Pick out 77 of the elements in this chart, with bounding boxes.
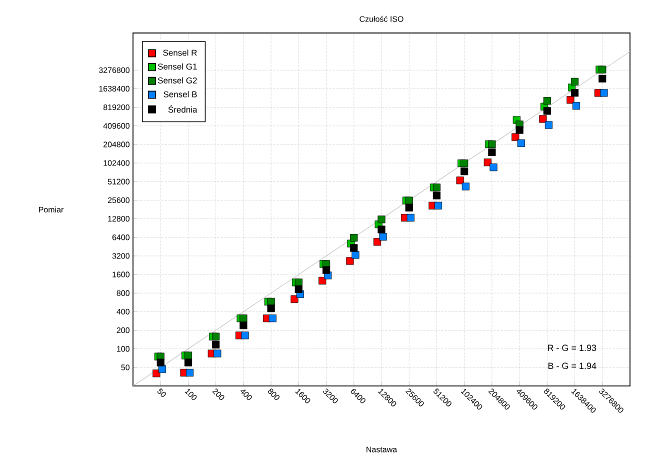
y-tick-label: 200 <box>116 327 130 334</box>
point <box>490 164 498 172</box>
point <box>378 226 386 234</box>
x-axis-title: Nastawa <box>366 446 398 452</box>
point <box>350 244 358 252</box>
y-axis-title: Pomiar <box>38 206 64 212</box>
point <box>488 140 496 148</box>
y-tick-label: 204800 <box>104 142 130 148</box>
point <box>460 159 468 168</box>
point <box>294 285 302 293</box>
y-tick-label: 102400 <box>104 160 130 166</box>
point <box>570 78 579 86</box>
point <box>294 278 302 286</box>
y-tick-label: 51200 <box>108 178 130 184</box>
point <box>543 97 551 105</box>
x-tick-label: 50 <box>157 388 166 397</box>
x-tick-label: 400 <box>240 390 252 400</box>
y-tick-label: 25600 <box>108 197 130 204</box>
point <box>267 298 275 306</box>
point <box>350 234 358 242</box>
point <box>212 340 220 348</box>
point <box>240 314 248 322</box>
x-tick-label: 100 <box>184 388 197 400</box>
point <box>212 332 220 340</box>
point <box>184 358 192 366</box>
legend-label: Sensel R <box>163 50 197 56</box>
y-tick-label: 12800 <box>108 216 130 222</box>
point <box>432 192 441 200</box>
point <box>516 126 524 134</box>
y-tick-label: 3200 <box>112 253 130 259</box>
x-tick-label: 200 <box>212 388 224 400</box>
point <box>241 332 249 340</box>
legend-label: Średnia <box>168 104 198 113</box>
y-tick-label: 100 <box>117 346 130 352</box>
point <box>322 266 330 274</box>
point <box>570 89 579 97</box>
point <box>378 216 386 224</box>
point <box>572 102 580 110</box>
point <box>544 121 553 129</box>
point <box>517 139 525 147</box>
y-tick-label: 6400 <box>112 234 130 240</box>
point <box>462 182 470 190</box>
y-tick-label: 1638400 <box>99 86 130 92</box>
point <box>267 304 275 312</box>
point <box>598 74 606 82</box>
point <box>156 358 164 366</box>
point <box>405 196 413 204</box>
y-tick-label: 400 <box>116 308 130 315</box>
point <box>543 107 551 115</box>
y-tick-label: 800 <box>116 290 130 296</box>
point <box>352 251 360 259</box>
legend-label: Sensel G1 <box>158 63 197 70</box>
y-tick-label: 3276800 <box>98 67 130 73</box>
y-tick-label: 819200 <box>103 104 130 110</box>
point <box>379 233 387 241</box>
y-tick-label: 1600 <box>112 272 130 278</box>
y-tick-label: 50 <box>121 364 130 370</box>
point <box>186 368 194 377</box>
chart-title: Czułość ISO <box>360 16 404 22</box>
annotation: B - G = 1.94 <box>548 362 596 370</box>
y-tick-label: 409600 <box>103 123 130 129</box>
point <box>184 352 192 360</box>
point <box>432 184 441 192</box>
point <box>240 322 248 330</box>
legend-label: Sensel B <box>164 91 197 98</box>
point <box>488 148 496 156</box>
point <box>598 66 606 74</box>
point <box>406 214 414 222</box>
x-tick-label: 800 <box>268 388 280 400</box>
legend-label: Sensel G2 <box>158 77 197 84</box>
annotation: R - G = 1.93 <box>548 344 596 352</box>
point <box>214 350 222 358</box>
point <box>268 314 276 322</box>
point <box>600 89 608 97</box>
point <box>405 204 413 212</box>
point <box>434 202 442 210</box>
point <box>460 168 468 176</box>
